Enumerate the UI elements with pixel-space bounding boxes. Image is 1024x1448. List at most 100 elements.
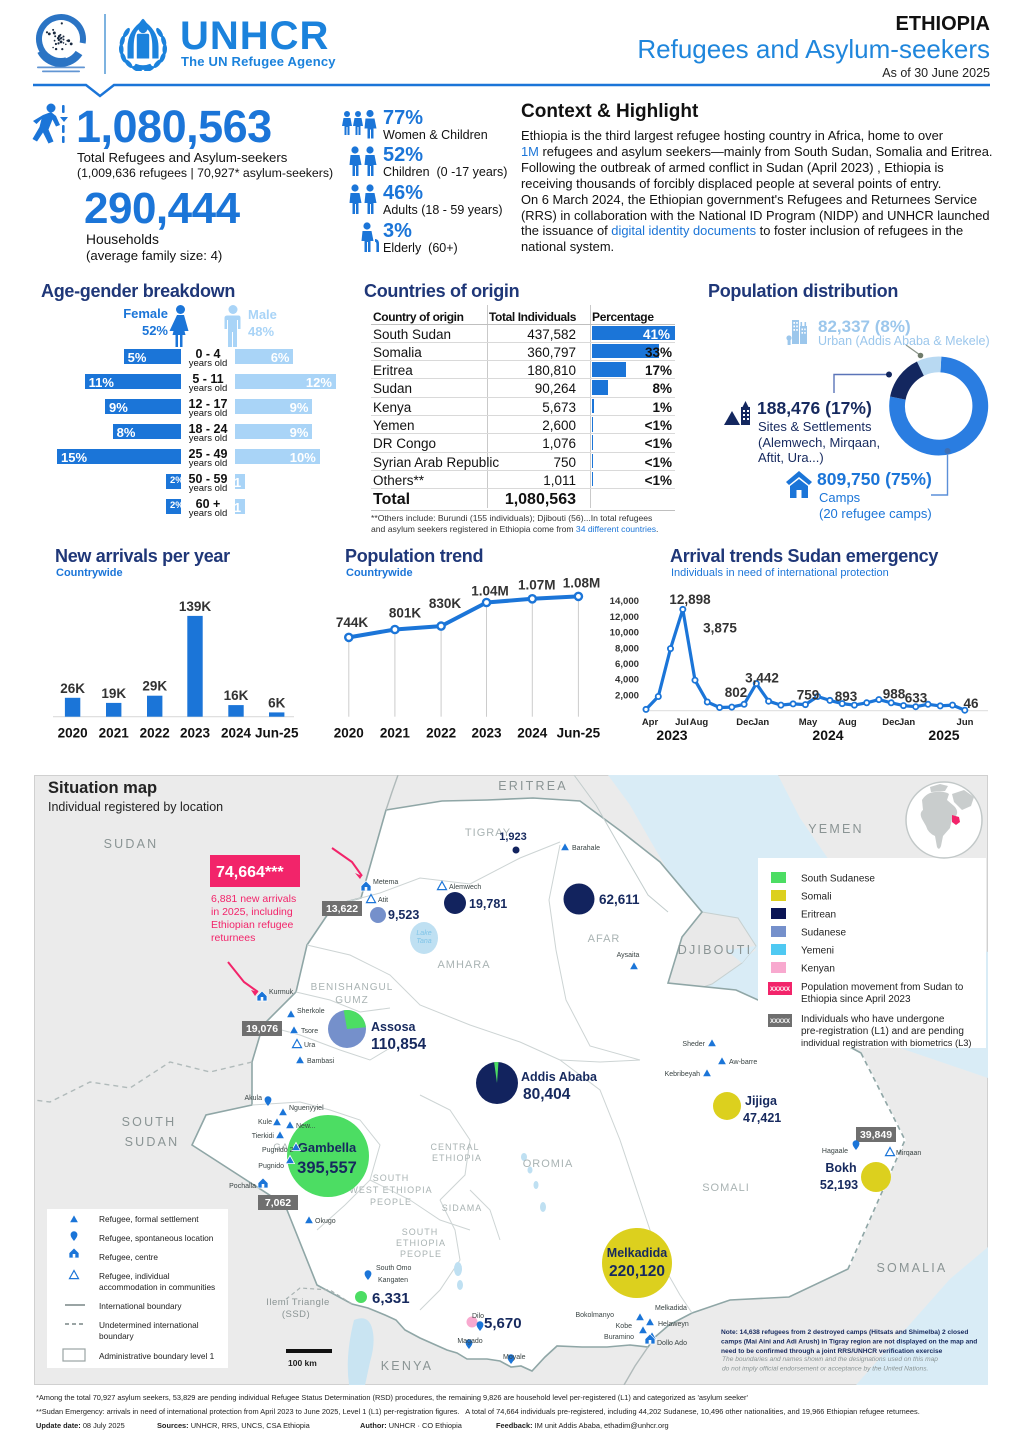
- svg-text:Apr: Apr: [642, 717, 659, 728]
- svg-text:759: 759: [797, 688, 820, 703]
- svg-text:Barahale: Barahale: [572, 845, 600, 852]
- svg-text:Metema: Metema: [373, 879, 398, 886]
- svg-text:Addis Ababa: Addis Ababa: [521, 1070, 598, 1084]
- svg-text:Ura: Ura: [304, 1042, 315, 1049]
- svg-text:Hagaale: Hagaale: [822, 1148, 848, 1155]
- svg-text:Pugnido 2: Pugnido 2: [262, 1147, 294, 1154]
- svg-text:Dec: Dec: [736, 717, 753, 728]
- svg-text:AMHARA: AMHARA: [437, 959, 490, 971]
- svg-text:Somali: Somali: [801, 892, 832, 903]
- svg-text:6,881 new arrivals: 6,881 new arrivals: [211, 893, 296, 905]
- svg-text:pre-registration (L1) and are: pre-registration (L1) and are pending: [801, 1026, 964, 1037]
- svg-text:744K: 744K: [336, 615, 369, 630]
- svg-text:2023: 2023: [656, 727, 687, 743]
- svg-text:Sheder: Sheder: [682, 1041, 705, 1048]
- svg-text:Bokolmanyo: Bokolmanyo: [575, 1312, 614, 1319]
- svg-text:2023: 2023: [471, 726, 502, 741]
- svg-text:Kenyan: Kenyan: [801, 964, 835, 975]
- svg-text:2022: 2022: [426, 726, 456, 741]
- svg-text:ETHIOPIA: ETHIOPIA: [396, 1238, 446, 1248]
- svg-text:Alemwech: Alemwech: [449, 884, 481, 891]
- svg-text:Helaweyn: Helaweyn: [658, 1321, 689, 1328]
- svg-text:830K: 830K: [429, 596, 462, 611]
- svg-text:WEST ETHIOPIA: WEST ETHIOPIA: [349, 1185, 432, 1195]
- svg-text:Dilo: Dilo: [472, 1313, 484, 1320]
- svg-text:Nguenyyiel: Nguenyyiel: [289, 1105, 324, 1112]
- svg-text:SUDAN: SUDAN: [104, 837, 159, 851]
- svg-text:Kule: Kule: [258, 1119, 272, 1126]
- svg-text:South Omo: South Omo: [376, 1265, 412, 1272]
- svg-text:Refugee, individual: Refugee, individual: [99, 1271, 170, 1281]
- svg-text:801K: 801K: [389, 606, 422, 621]
- svg-text:Assosa: Assosa: [371, 1020, 417, 1034]
- svg-text:do not imply official endorsem: do not imply official endorsement or acc…: [722, 1366, 929, 1373]
- svg-text:2024: 2024: [517, 726, 548, 741]
- svg-text:SOUTH: SOUTH: [373, 1173, 410, 1183]
- svg-text:6,331: 6,331: [372, 1290, 410, 1307]
- svg-text:(SSD): (SSD): [282, 1309, 310, 1320]
- svg-text:2,000: 2,000: [615, 690, 639, 701]
- svg-text:Gambella: Gambella: [298, 1140, 357, 1155]
- svg-text:2021: 2021: [380, 726, 411, 741]
- svg-text:in 2025, including: in 2025, including: [211, 906, 293, 918]
- svg-text:OROMIA: OROMIA: [523, 1158, 574, 1170]
- svg-text:KENYA: KENYA: [381, 1359, 433, 1373]
- svg-text:SOUTH: SOUTH: [122, 1115, 177, 1129]
- svg-text:2025: 2025: [928, 727, 959, 743]
- svg-text:Aw-barre: Aw-barre: [729, 1059, 757, 1066]
- svg-text:BENISHANGUL: BENISHANGUL: [311, 982, 394, 993]
- svg-text:Yemeni: Yemeni: [801, 946, 834, 957]
- svg-text:139K: 139K: [179, 599, 212, 614]
- svg-text:12,898: 12,898: [669, 592, 711, 607]
- svg-text:Administrative boundary level: Administrative boundary level 1: [99, 1351, 215, 1361]
- svg-text:Kebribeyah: Kebribeyah: [665, 1071, 701, 1078]
- svg-text:5,670: 5,670: [484, 1315, 522, 1332]
- svg-text:46: 46: [963, 696, 979, 711]
- svg-text:19,781: 19,781: [469, 897, 507, 911]
- svg-text:Aysaita: Aysaita: [617, 952, 640, 959]
- svg-text:YEMEN: YEMEN: [808, 822, 863, 836]
- svg-text:Undetermined international: Undetermined international: [99, 1320, 199, 1330]
- svg-text:220,120: 220,120: [609, 1263, 665, 1280]
- svg-text:Jun: Jun: [957, 717, 974, 728]
- svg-text:ETHIOPIA: ETHIOPIA: [432, 1153, 482, 1163]
- svg-text:2020: 2020: [58, 726, 88, 741]
- svg-text:Refugee, formal settlement: Refugee, formal settlement: [99, 1214, 199, 1224]
- svg-text:Ilemi Triangle: Ilemi Triangle: [266, 1297, 330, 1308]
- svg-text:SOUTH: SOUTH: [402, 1227, 439, 1237]
- svg-text:Sherkole: Sherkole: [297, 1008, 325, 1015]
- svg-text:Jan: Jan: [753, 717, 770, 728]
- svg-text:10,000: 10,000: [610, 628, 639, 639]
- svg-text:12,000: 12,000: [610, 612, 639, 623]
- svg-text:Refugee, centre: Refugee, centre: [99, 1252, 158, 1262]
- svg-text:1.04M: 1.04M: [471, 584, 509, 599]
- svg-text:International boundary: International boundary: [99, 1301, 182, 1311]
- svg-text:19K: 19K: [101, 686, 126, 701]
- svg-text:47,421: 47,421: [743, 1111, 781, 1125]
- svg-text:boundary: boundary: [99, 1331, 134, 1341]
- svg-text:PEOPLE: PEOPLE: [370, 1197, 412, 1207]
- svg-text:XXXXX: XXXXX: [770, 1019, 790, 1025]
- svg-text:camps (Mai Aini and Adi Arush): camps (Mai Aini and Adi Arush) in Tigray…: [721, 1339, 977, 1346]
- svg-text:2024: 2024: [221, 726, 252, 741]
- svg-text:Ethiopia since April 2023: Ethiopia since April 2023: [801, 994, 911, 1005]
- svg-text:South Sudanese: South Sudanese: [801, 874, 875, 885]
- svg-text:AFAR: AFAR: [588, 933, 621, 945]
- svg-text:SOMALIA: SOMALIA: [877, 1261, 948, 1275]
- svg-text:Melkadida: Melkadida: [607, 1246, 668, 1260]
- svg-text:accommodation in communities: accommodation in communities: [99, 1282, 215, 1292]
- svg-text:Population movement from Sudan: Population movement from Sudan to: [801, 982, 964, 993]
- svg-text:80,404: 80,404: [523, 1086, 571, 1103]
- svg-text:100 km: 100 km: [288, 1358, 317, 1368]
- svg-text:Kangaten: Kangaten: [378, 1277, 408, 1284]
- svg-text:SOMALI: SOMALI: [702, 1182, 750, 1194]
- svg-text:39,849: 39,849: [860, 1129, 892, 1141]
- svg-text:Dollo Ado: Dollo Ado: [657, 1340, 687, 1347]
- svg-text:7,062: 7,062: [265, 1197, 291, 1209]
- svg-text:Tana: Tana: [416, 938, 431, 945]
- svg-text:29K: 29K: [142, 679, 167, 694]
- svg-text:988: 988: [883, 687, 906, 702]
- svg-text:74,664***: 74,664***: [216, 864, 284, 881]
- svg-text:Individuals who have undergone: Individuals who have undergone: [801, 1014, 945, 1025]
- svg-text:2022: 2022: [140, 726, 170, 741]
